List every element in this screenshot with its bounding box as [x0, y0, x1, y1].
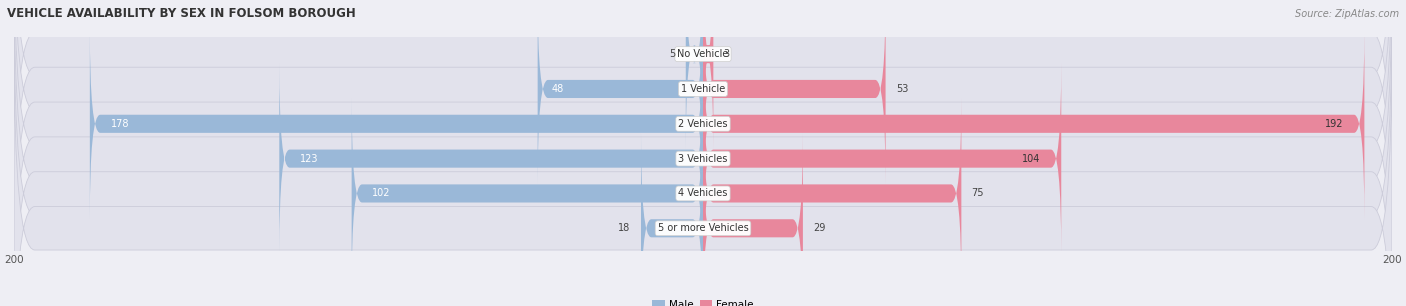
FancyBboxPatch shape — [703, 98, 962, 289]
FancyBboxPatch shape — [703, 28, 1364, 219]
Text: 29: 29 — [813, 223, 825, 233]
Text: 5: 5 — [669, 49, 675, 59]
Text: 123: 123 — [299, 154, 319, 164]
FancyBboxPatch shape — [352, 98, 703, 289]
Text: 1 Vehicle: 1 Vehicle — [681, 84, 725, 94]
Text: 4 Vehicles: 4 Vehicles — [678, 188, 728, 199]
Text: 3 Vehicles: 3 Vehicles — [678, 154, 728, 164]
FancyBboxPatch shape — [280, 63, 703, 254]
Text: 102: 102 — [373, 188, 391, 199]
FancyBboxPatch shape — [14, 0, 1392, 306]
Text: 192: 192 — [1326, 119, 1344, 129]
FancyBboxPatch shape — [703, 63, 1062, 254]
FancyBboxPatch shape — [703, 0, 713, 150]
Text: 5 or more Vehicles: 5 or more Vehicles — [658, 223, 748, 233]
FancyBboxPatch shape — [14, 41, 1392, 306]
FancyBboxPatch shape — [14, 0, 1392, 241]
FancyBboxPatch shape — [537, 0, 703, 185]
FancyBboxPatch shape — [703, 0, 886, 185]
Text: Source: ZipAtlas.com: Source: ZipAtlas.com — [1295, 9, 1399, 19]
FancyBboxPatch shape — [14, 6, 1392, 306]
Text: 3: 3 — [724, 49, 730, 59]
Text: 2 Vehicles: 2 Vehicles — [678, 119, 728, 129]
Text: No Vehicle: No Vehicle — [678, 49, 728, 59]
Text: 178: 178 — [111, 119, 129, 129]
Legend: Male, Female: Male, Female — [648, 296, 758, 306]
Text: 53: 53 — [896, 84, 908, 94]
FancyBboxPatch shape — [686, 0, 703, 150]
FancyBboxPatch shape — [641, 133, 703, 306]
FancyBboxPatch shape — [90, 28, 703, 219]
FancyBboxPatch shape — [14, 0, 1392, 276]
Text: 75: 75 — [972, 188, 984, 199]
Text: VEHICLE AVAILABILITY BY SEX IN FOLSOM BOROUGH: VEHICLE AVAILABILITY BY SEX IN FOLSOM BO… — [7, 7, 356, 20]
Text: 18: 18 — [619, 223, 631, 233]
Text: 104: 104 — [1022, 154, 1040, 164]
Text: 48: 48 — [551, 84, 564, 94]
FancyBboxPatch shape — [703, 133, 803, 306]
FancyBboxPatch shape — [14, 0, 1392, 306]
